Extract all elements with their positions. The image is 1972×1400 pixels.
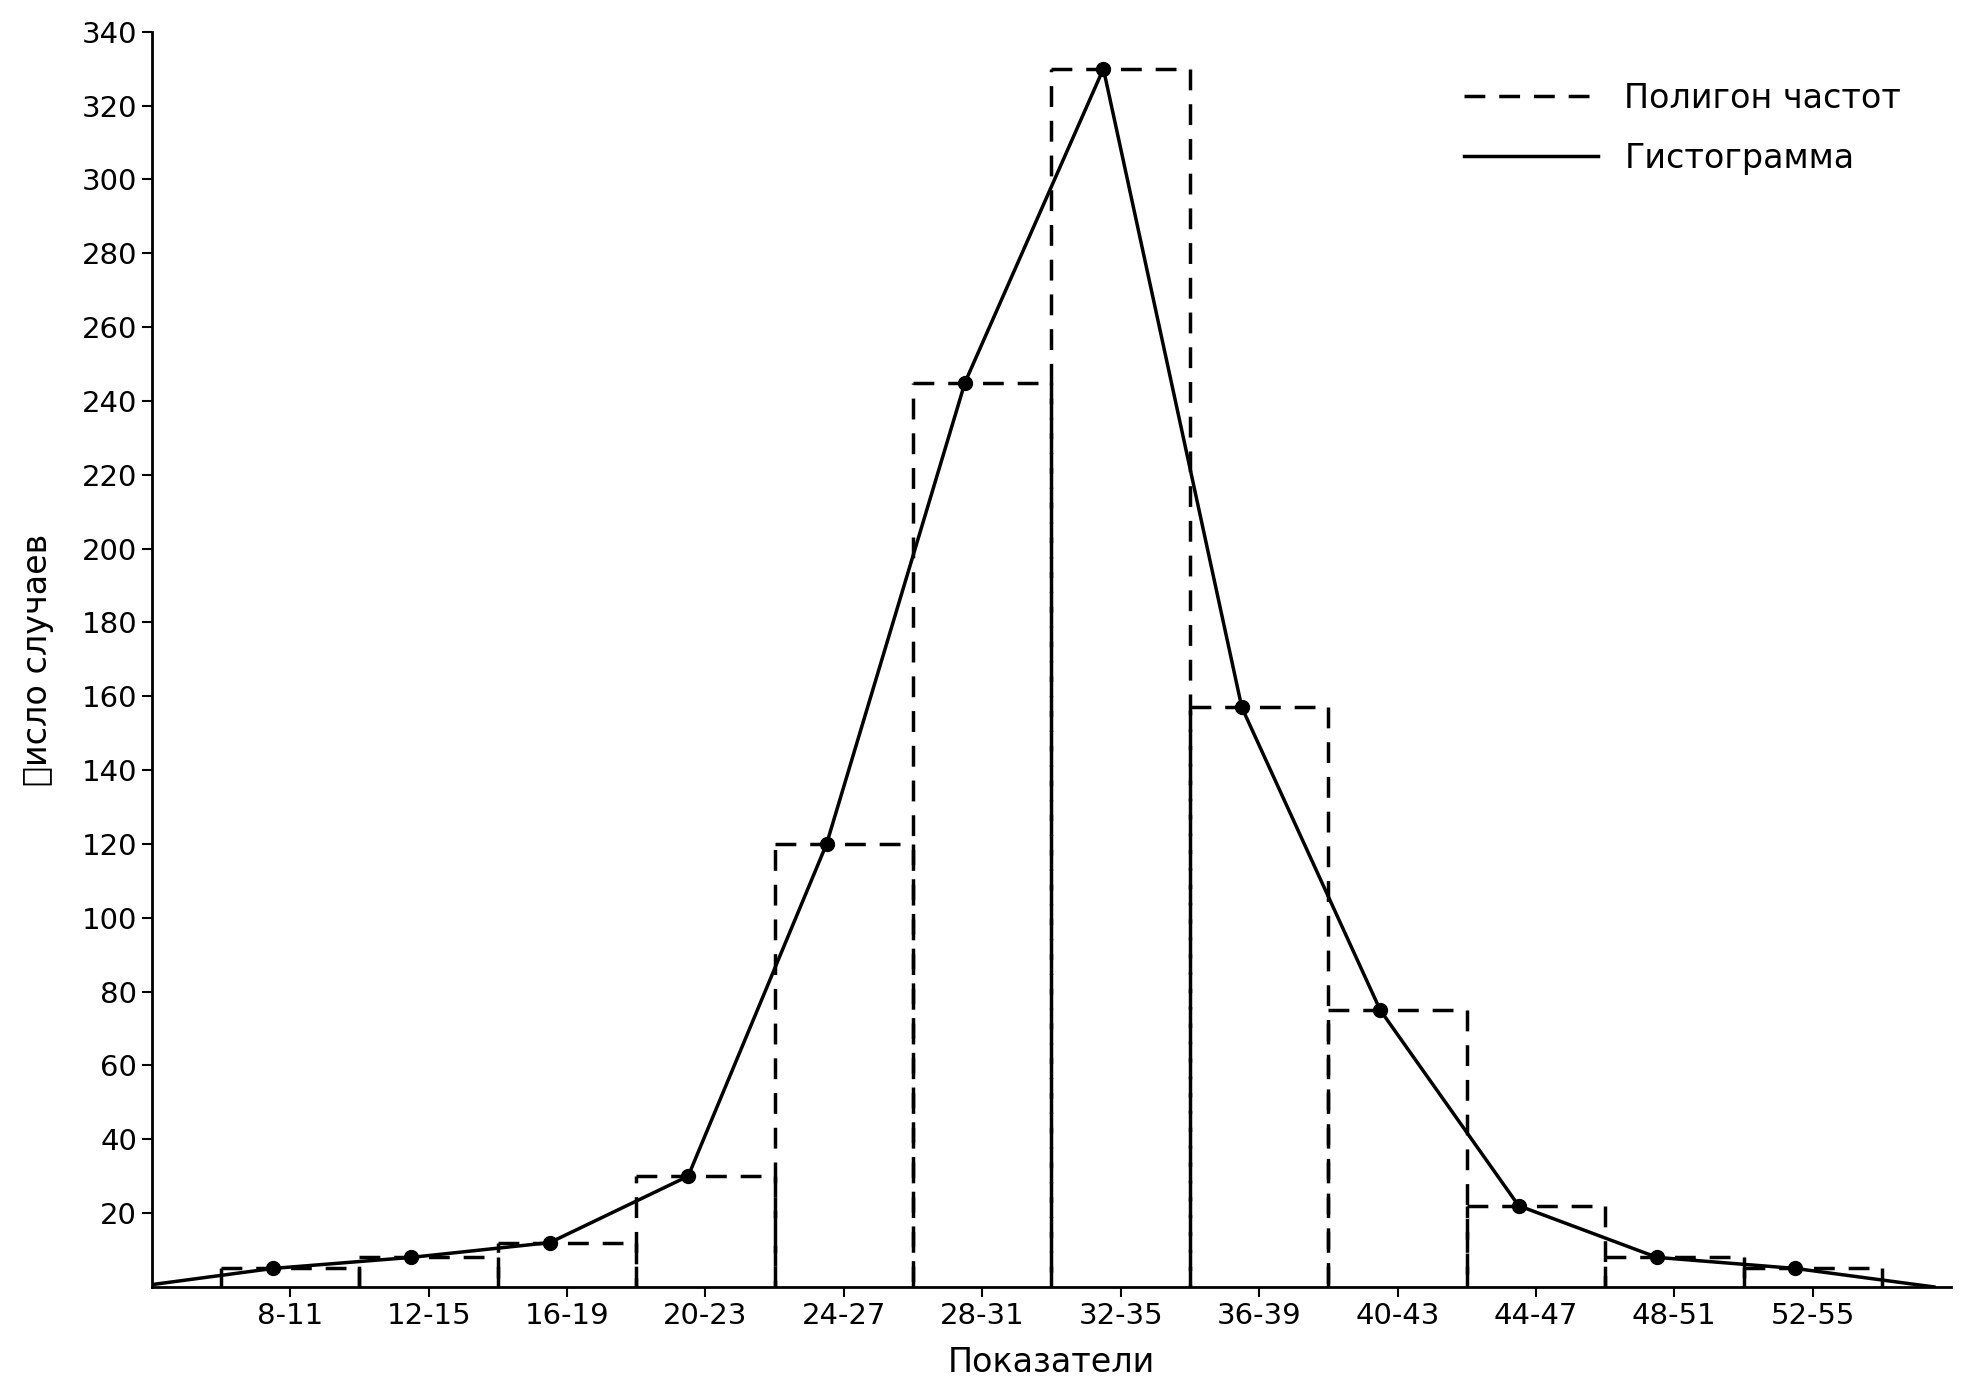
Legend: Полигон частот, Гистограмма: Полигон частот, Гистограмма: [1432, 49, 1935, 207]
Y-axis label: 䉾исло случаев: 䉾исло случаев: [22, 533, 53, 785]
X-axis label: Показатели: Показатели: [949, 1347, 1156, 1379]
